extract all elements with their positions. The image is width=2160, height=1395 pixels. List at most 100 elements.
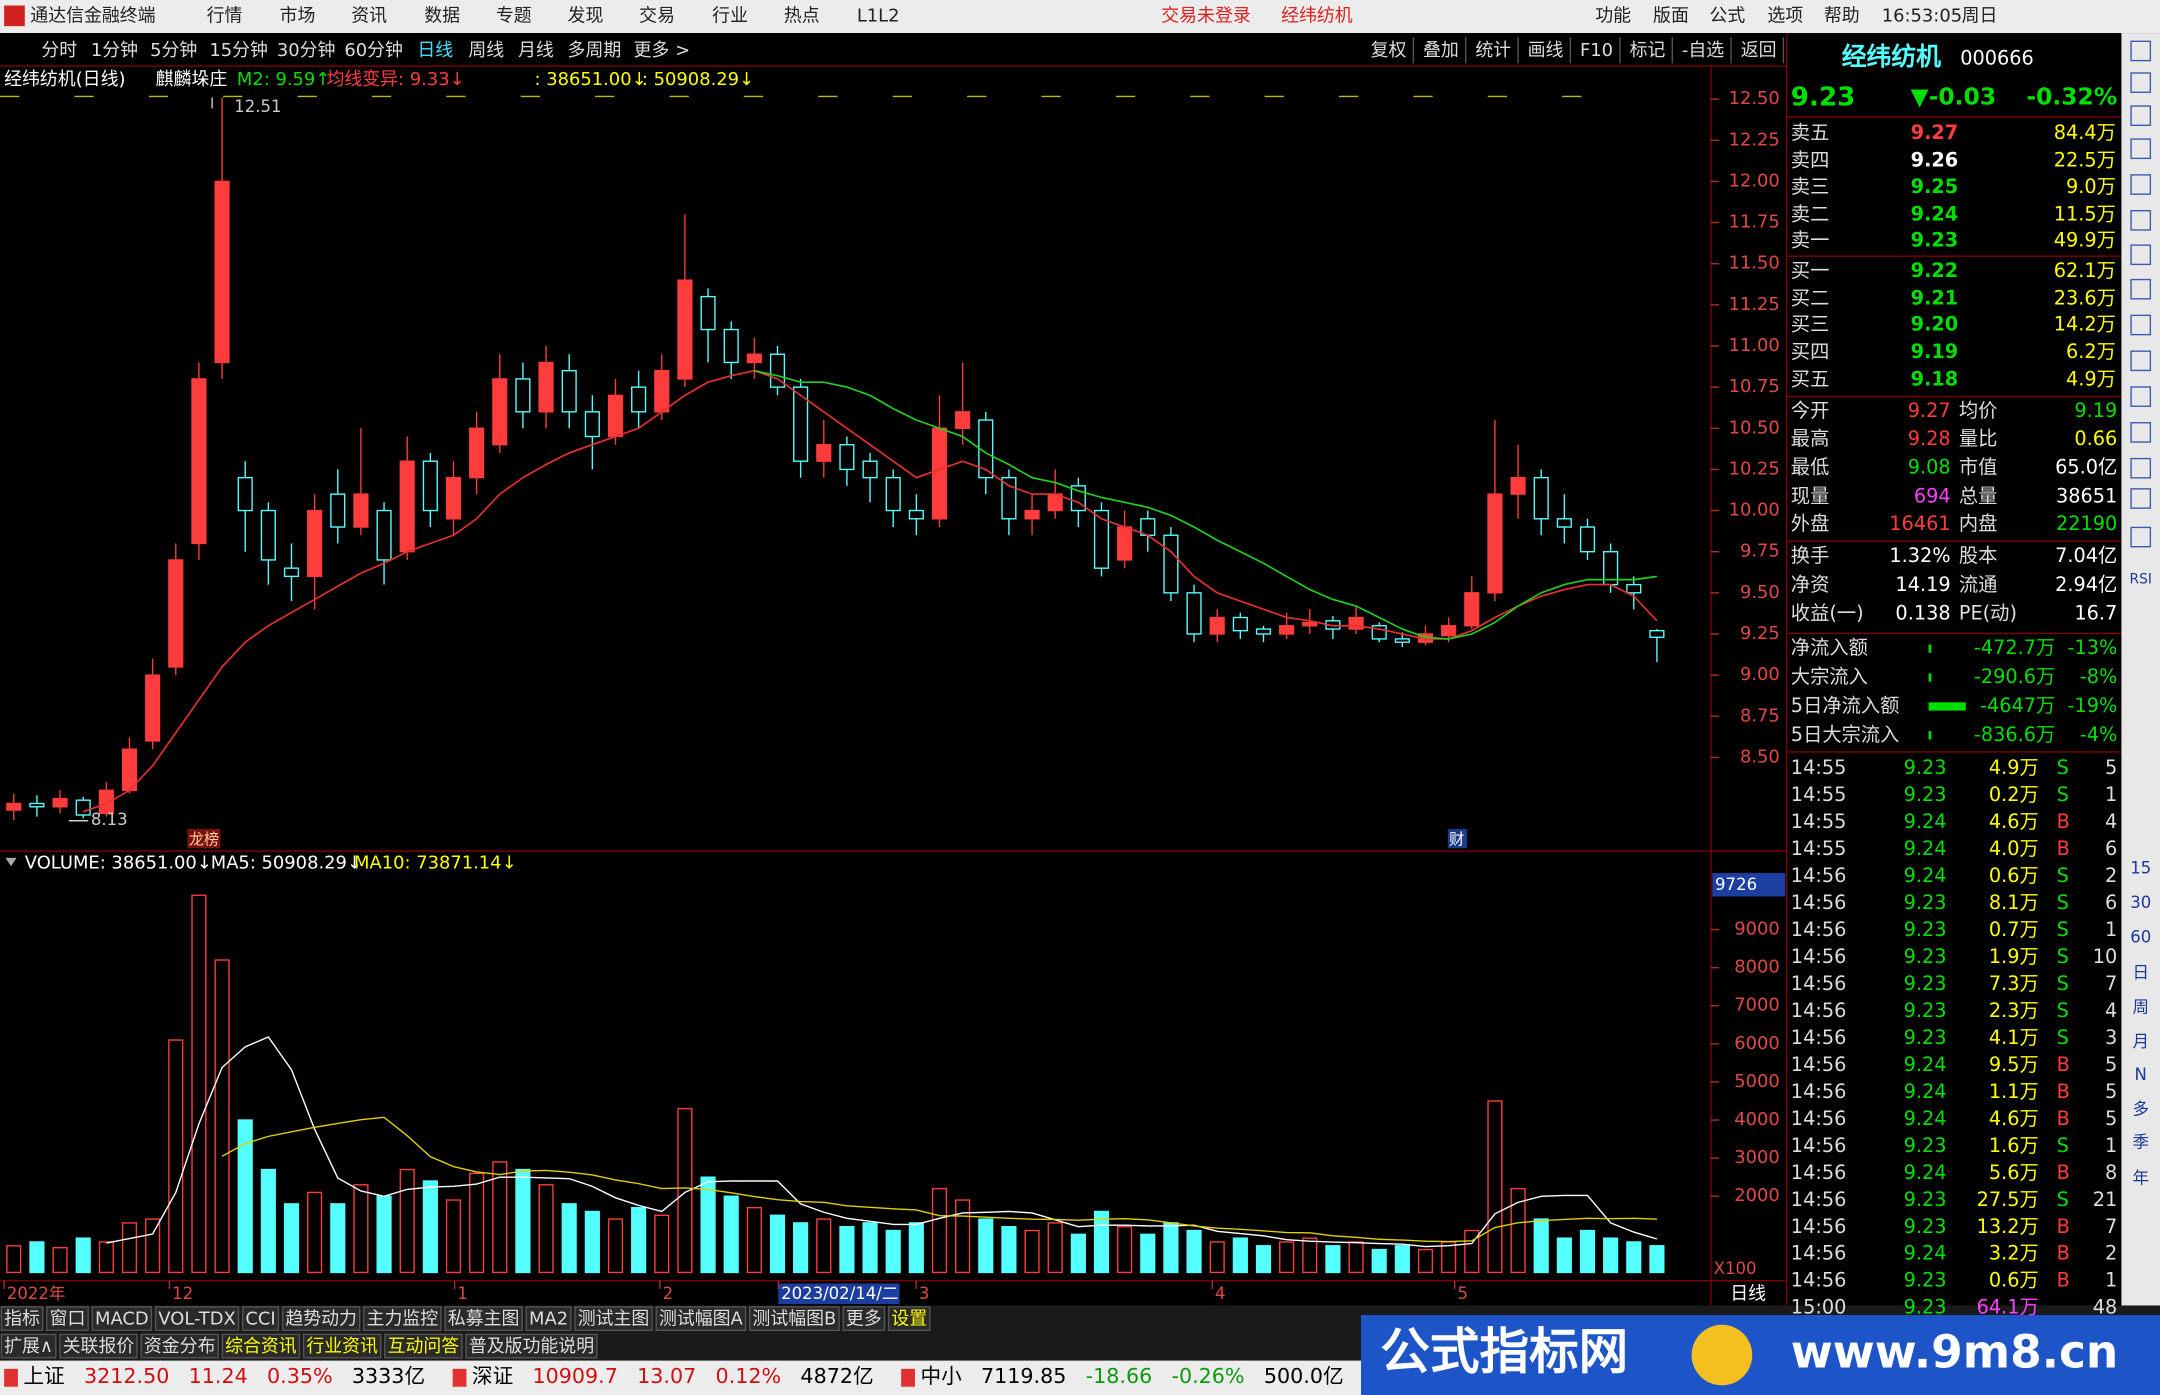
indicator-tab[interactable]: 设置 [891, 1308, 927, 1329]
period-tab[interactable]: 月线 [518, 40, 554, 61]
menu-item[interactable]: 专题 [496, 6, 532, 27]
indicator-tab[interactable]: 测试幅图A [659, 1308, 744, 1329]
tab-bg[interactable] [302, 1333, 382, 1359]
indicator-tab[interactable]: MACD [95, 1308, 149, 1329]
period-tab[interactable]: 更多 > [634, 40, 690, 61]
menu-item[interactable]: 行业 [712, 6, 748, 27]
menu-item[interactable]: 选项 [1767, 6, 1803, 27]
menu-item[interactable]: 版面 [1653, 6, 1689, 27]
indicator-tab[interactable]: 测试主图 [578, 1308, 650, 1329]
period-tab[interactable]: 5分钟 [150, 40, 197, 61]
menu-item[interactable]: 资讯 [351, 6, 387, 27]
tab-bg[interactable] [887, 1306, 931, 1331]
tab-bg[interactable] [221, 1333, 301, 1359]
tab-bg[interactable] [91, 1306, 153, 1331]
period-tab[interactable]: 分时 [41, 40, 77, 61]
side-icon[interactable] [2130, 210, 2152, 231]
side-icon[interactable] [2130, 174, 2152, 195]
tab-bg[interactable] [140, 1333, 219, 1359]
info-tab[interactable]: 资金分布 [144, 1336, 216, 1357]
period-tab[interactable]: 周线 [468, 40, 504, 61]
indicator-tab[interactable]: 指标 [4, 1308, 40, 1329]
side-icon[interactable] [2130, 244, 2152, 266]
info-tab[interactable]: 普及版功能说明 [469, 1336, 594, 1357]
side-icon[interactable] [2130, 457, 2152, 479]
tab-bg[interactable] [59, 1333, 138, 1359]
period-tab[interactable]: 60分钟 [344, 40, 403, 61]
side-tool[interactable]: 15 [2130, 858, 2151, 877]
period-tab[interactable]: 多周期 [568, 40, 622, 61]
tool-button[interactable]: 叠加 [1423, 40, 1459, 61]
tool-button[interactable]: -自选 [1682, 40, 1724, 61]
side-icon[interactable] [2130, 105, 2152, 127]
tab-bg[interactable] [154, 1306, 240, 1331]
indicator-tab[interactable]: 测试幅图B [752, 1308, 836, 1329]
side-icon[interactable] [2130, 72, 2152, 93]
menu-item[interactable]: 功能 [1595, 6, 1631, 27]
menu-item[interactable]: 公式 [1710, 6, 1746, 27]
menu-item[interactable]: 帮助 [1824, 6, 1860, 27]
menu-item[interactable]: 数据 [424, 6, 460, 27]
info-tab[interactable]: 扩展∧ [4, 1336, 53, 1357]
side-icon[interactable] [2130, 138, 2152, 160]
period-tab[interactable]: 30分钟 [277, 40, 336, 61]
tab-bg[interactable] [444, 1306, 523, 1331]
tab-bg[interactable] [281, 1306, 361, 1331]
side-icon[interactable] [2130, 40, 2152, 62]
tool-button[interactable]: 返回 [1741, 40, 1777, 61]
side-icon[interactable] [2130, 526, 2152, 548]
tab-bg[interactable] [0, 1306, 44, 1331]
tool-button[interactable]: F10 [1580, 40, 1613, 61]
side-icon[interactable] [2130, 314, 2152, 336]
side-tool[interactable]: RSI [2130, 572, 2152, 588]
menu-item[interactable]: 市场 [280, 6, 316, 27]
tab-bg[interactable] [525, 1306, 572, 1331]
indicator-tab[interactable]: 主力监控 [367, 1308, 439, 1329]
tool-button[interactable]: 画线 [1528, 40, 1564, 61]
indicator-tab[interactable]: 窗口 [50, 1308, 86, 1329]
period-tab[interactable]: 日线 [417, 40, 453, 61]
tool-button[interactable]: 统计 [1475, 40, 1511, 61]
tab-bg[interactable] [0, 1333, 57, 1359]
side-icon[interactable] [2130, 350, 2152, 372]
side-tool[interactable]: 月 [2132, 1032, 2149, 1051]
side-tool[interactable]: 30 [2130, 893, 2151, 912]
side-icon[interactable] [2130, 386, 2152, 407]
menu-item[interactable]: 交易 [639, 6, 675, 27]
tab-bg[interactable] [842, 1306, 886, 1331]
tab-bg[interactable] [465, 1333, 598, 1359]
tab-bg[interactable] [241, 1306, 280, 1331]
menu-item[interactable]: 热点 [784, 6, 820, 27]
info-tab[interactable]: 综合资讯 [225, 1336, 297, 1357]
tab-bg[interactable] [384, 1333, 463, 1359]
menu-item[interactable]: L1L2 [857, 6, 900, 27]
menu-item[interactable]: 发现 [568, 6, 604, 27]
period-tab[interactable]: 1分钟 [91, 40, 138, 61]
info-tab[interactable]: 关联报价 [63, 1336, 135, 1357]
tab-bg[interactable] [46, 1306, 89, 1331]
tab-bg[interactable] [574, 1306, 653, 1331]
side-tool[interactable]: 季 [2132, 1132, 2149, 1151]
side-icon[interactable] [2130, 422, 2152, 443]
side-tool[interactable]: 周 [2132, 998, 2149, 1017]
tab-bg[interactable] [655, 1306, 747, 1331]
side-tool[interactable]: 日 [2132, 963, 2149, 982]
side-icon[interactable] [2130, 278, 2152, 300]
period-tab[interactable]: 15分钟 [209, 40, 268, 61]
indicator-tab[interactable]: VOL-TDX [158, 1308, 235, 1329]
tool-button[interactable]: 标记 [1630, 40, 1666, 61]
side-icon[interactable] [2130, 488, 2152, 509]
side-tool[interactable]: N [2135, 1065, 2147, 1084]
side-tool[interactable]: 年 [2132, 1168, 2149, 1187]
tab-bg[interactable] [748, 1306, 840, 1331]
indicator-tab[interactable]: 趋势动力 [285, 1308, 357, 1329]
indicator-tab[interactable]: 私募主图 [448, 1308, 520, 1329]
info-tab[interactable]: 互动问答 [388, 1336, 460, 1357]
side-tool[interactable]: 多 [2132, 1099, 2149, 1118]
tool-button[interactable]: 复权 [1371, 40, 1407, 61]
indicator-tab[interactable]: 更多 [846, 1308, 882, 1329]
info-tab[interactable]: 行业资讯 [306, 1336, 378, 1357]
indicator-tab[interactable]: CCI [245, 1308, 275, 1329]
indicator-tab[interactable]: MA2 [529, 1308, 568, 1329]
side-tool[interactable]: 60 [2130, 927, 2151, 946]
